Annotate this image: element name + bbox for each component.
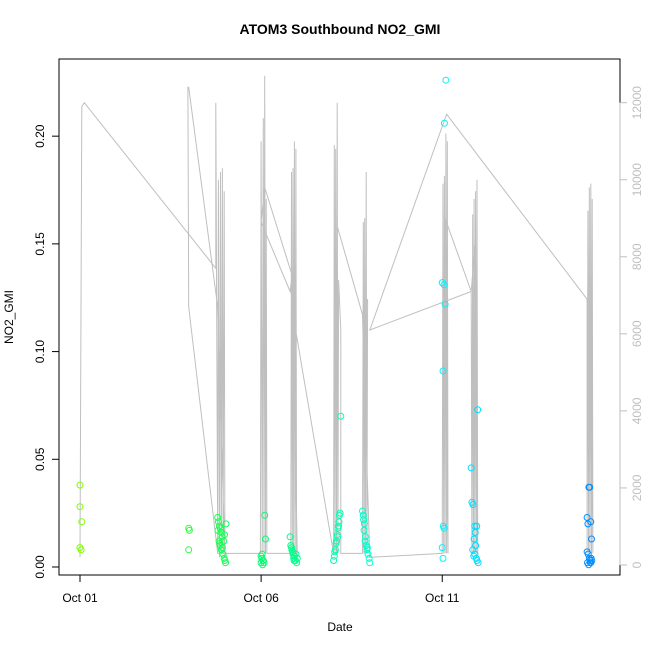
data-point <box>331 548 339 556</box>
data-point <box>359 507 366 515</box>
chart-title: ATOM3 Southbound NO2_GMI <box>240 21 441 37</box>
data-point <box>469 546 477 554</box>
y-right-tick-label: 6000 <box>630 320 644 347</box>
data-point <box>76 503 84 511</box>
y-right-tick-label: 0 <box>630 561 644 568</box>
data-point <box>473 522 481 530</box>
x-tick-label: Oct 11 <box>425 591 460 605</box>
y-axis-left: 0.00 0.05 0.10 0.15 0.20 <box>33 124 60 579</box>
y-right-tick-label: 10000 <box>630 163 644 197</box>
data-point <box>288 544 295 552</box>
x-axis: Oct 01 Oct 06 Oct 11 <box>62 574 460 605</box>
x-tick-label: Oct 01 <box>62 591 98 605</box>
data-point <box>360 516 368 524</box>
data-point <box>471 529 479 536</box>
data-point <box>361 533 369 541</box>
y-left-tick-label: 0.10 <box>33 340 47 364</box>
data-point <box>214 518 222 526</box>
data-point <box>587 554 595 562</box>
data-point <box>440 524 448 532</box>
data-point <box>214 526 222 534</box>
y-left-tick-label: 0.00 <box>33 555 47 579</box>
data-point <box>440 281 448 289</box>
data-point <box>262 535 269 543</box>
data-point <box>185 526 193 534</box>
data-point <box>219 550 227 558</box>
data-point <box>586 559 594 567</box>
data-point <box>76 481 84 489</box>
data-point <box>221 531 228 539</box>
data-point <box>218 544 226 552</box>
data-point <box>335 518 343 526</box>
x-axis-label: Date <box>327 620 353 634</box>
data-point <box>292 550 300 558</box>
y-right-tick-label: 12000 <box>630 86 644 120</box>
data-point <box>259 557 267 564</box>
y-left-tick-label: 0.15 <box>33 232 47 256</box>
data-point <box>588 535 595 543</box>
data-point <box>290 557 298 564</box>
series-line <box>79 75 594 558</box>
y-axis-right: 0 2000 4000 6000 8000 10000 12000 <box>619 86 644 568</box>
data-point <box>440 119 448 127</box>
data-point <box>335 511 343 519</box>
data-point <box>77 546 85 554</box>
y-axis-label: NO2_GMI <box>2 290 16 344</box>
data-point <box>363 544 371 552</box>
data-point <box>258 550 266 558</box>
data-point <box>286 533 294 541</box>
data-point <box>470 552 478 560</box>
data-point <box>222 520 230 528</box>
data-point <box>474 406 482 414</box>
data-point <box>365 554 373 562</box>
data-point <box>474 559 482 567</box>
x-tick-label: Oct 06 <box>243 591 279 605</box>
y-right-tick-label: 4000 <box>630 397 644 424</box>
data-point <box>330 552 338 560</box>
data-point <box>330 557 338 564</box>
data-point <box>439 367 447 375</box>
data-point <box>586 483 594 491</box>
data-point <box>366 559 374 567</box>
data-point <box>442 76 450 84</box>
data-point <box>334 533 342 541</box>
data-point <box>259 561 267 569</box>
data-point <box>438 279 446 287</box>
data-point <box>438 544 446 552</box>
plot-line-layer <box>79 75 594 558</box>
data-point <box>470 535 478 543</box>
data-point <box>467 464 475 472</box>
data-point <box>587 518 595 526</box>
y-right-tick-label: 8000 <box>630 243 644 270</box>
data-point <box>185 546 193 554</box>
data-point <box>585 561 593 569</box>
y-left-tick-label: 0.20 <box>33 124 47 148</box>
data-point <box>364 550 372 558</box>
data-point <box>359 511 367 519</box>
data-point <box>332 539 340 547</box>
data-point <box>361 537 369 545</box>
data-point <box>257 559 265 567</box>
data-point <box>439 554 447 562</box>
data-point <box>360 526 368 534</box>
data-point <box>335 522 343 530</box>
data-point <box>78 518 86 526</box>
data-point <box>222 559 230 567</box>
data-point <box>469 501 477 508</box>
data-point <box>261 511 269 519</box>
plot-frame <box>58 58 621 576</box>
data-point <box>360 520 368 528</box>
data-point <box>337 412 345 420</box>
plot-points-layer <box>76 76 596 569</box>
y-right-tick-label: 2000 <box>630 474 644 501</box>
data-point <box>214 514 222 521</box>
data-point <box>441 300 449 308</box>
y-left-tick-label: 0.05 <box>33 447 47 471</box>
